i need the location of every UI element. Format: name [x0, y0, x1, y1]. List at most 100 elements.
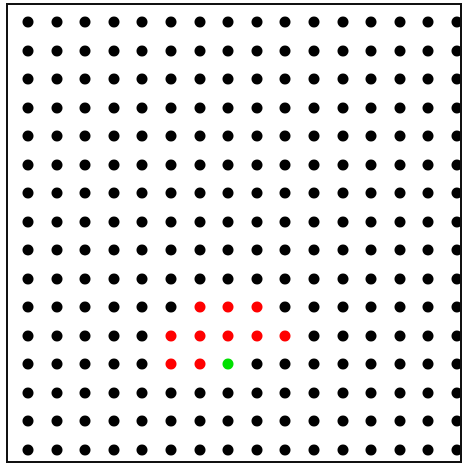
grid-dot-r3-c3[interactable] — [108, 102, 120, 113]
grid-dot-r2-c8[interactable] — [251, 73, 263, 85]
grid-dot-r11-c15[interactable] — [451, 330, 460, 341]
grid-dot-r7-c3[interactable] — [108, 216, 120, 227]
grid-dot-r13-c7[interactable] — [222, 387, 234, 398]
grid-dot-r9-c5[interactable] — [165, 273, 177, 284]
grid-dot-r10-c4[interactable] — [136, 301, 148, 313]
grid-dot-r9-c1[interactable] — [51, 273, 63, 284]
grid-dot-r14-c0[interactable] — [22, 415, 34, 427]
grid-dot-r12-c10[interactable] — [308, 358, 320, 370]
grid-dot-r8-c1[interactable] — [51, 244, 63, 256]
grid-dot-r0-c6[interactable] — [194, 16, 206, 28]
grid-dot-r0-c5[interactable] — [165, 16, 177, 28]
grid-dot-r6-c13[interactable] — [394, 187, 406, 199]
grid-dot-r6-c14[interactable] — [422, 187, 434, 199]
grid-dot-r13-c0[interactable] — [22, 387, 34, 398]
grid-dot-r8-c12[interactable] — [365, 244, 377, 256]
grid-dot-r13-c15[interactable] — [451, 387, 460, 398]
grid-dot-r15-c5[interactable] — [165, 444, 177, 455]
grid-dot-r5-c4[interactable] — [136, 159, 148, 170]
grid-dot-r14-c8[interactable] — [251, 415, 263, 427]
grid-dot-r8-c6[interactable] — [194, 244, 206, 256]
grid-dot-r7-c10[interactable] — [308, 216, 320, 227]
grid-dot-r12-c0[interactable] — [22, 358, 34, 370]
grid-dot-r8-c0[interactable] — [22, 244, 34, 256]
grid-dot-r12-c5-red[interactable] — [165, 358, 177, 370]
grid-dot-r15-c10[interactable] — [308, 444, 320, 455]
grid-dot-r6-c8[interactable] — [251, 187, 263, 199]
grid-dot-r3-c5[interactable] — [165, 102, 177, 113]
grid-dot-r8-c8[interactable] — [251, 244, 263, 256]
grid-dot-r1-c9[interactable] — [279, 45, 291, 56]
grid-dot-r3-c11[interactable] — [337, 102, 349, 113]
grid-dot-r10-c2[interactable] — [79, 301, 91, 313]
grid-dot-r14-c4[interactable] — [136, 415, 148, 427]
grid-dot-r2-c14[interactable] — [422, 73, 434, 85]
grid-dot-r7-c11[interactable] — [337, 216, 349, 227]
grid-dot-r4-c11[interactable] — [337, 130, 349, 142]
grid-dot-r6-c4[interactable] — [136, 187, 148, 199]
grid-dot-r1-c6[interactable] — [194, 45, 206, 56]
grid-dot-r5-c5[interactable] — [165, 159, 177, 170]
grid-dot-r14-c5[interactable] — [165, 415, 177, 427]
grid-dot-r1-c2[interactable] — [79, 45, 91, 56]
grid-dot-r0-c14[interactable] — [422, 16, 434, 28]
grid-dot-r14-c14[interactable] — [422, 415, 434, 427]
grid-dot-r9-c6[interactable] — [194, 273, 206, 284]
grid-dot-r15-c6[interactable] — [194, 444, 206, 455]
grid-dot-r8-c3[interactable] — [108, 244, 120, 256]
grid-dot-r11-c0[interactable] — [22, 330, 34, 341]
grid-dot-r12-c15[interactable] — [451, 358, 460, 370]
grid-dot-r0-c7[interactable] — [222, 16, 234, 28]
grid-dot-r2-c11[interactable] — [337, 73, 349, 85]
grid-dot-r9-c3[interactable] — [108, 273, 120, 284]
grid-dot-r10-c6-red[interactable] — [194, 301, 206, 313]
grid-dot-r6-c11[interactable] — [337, 187, 349, 199]
grid-dot-r4-c15[interactable] — [451, 130, 460, 142]
grid-dot-r2-c10[interactable] — [308, 73, 320, 85]
grid-dot-r4-c1[interactable] — [51, 130, 63, 142]
grid-dot-r3-c7[interactable] — [222, 102, 234, 113]
grid-dot-r10-c10[interactable] — [308, 301, 320, 313]
grid-dot-r14-c15[interactable] — [451, 415, 460, 427]
grid-dot-r0-c1[interactable] — [51, 16, 63, 28]
grid-dot-r12-c3[interactable] — [108, 358, 120, 370]
grid-dot-r4-c7[interactable] — [222, 130, 234, 142]
grid-dot-r1-c13[interactable] — [394, 45, 406, 56]
grid-dot-r12-c6-red[interactable] — [194, 358, 206, 370]
grid-dot-r3-c8[interactable] — [251, 102, 263, 113]
grid-dot-r1-c11[interactable] — [337, 45, 349, 56]
grid-dot-r15-c4[interactable] — [136, 444, 148, 455]
grid-dot-r13-c14[interactable] — [422, 387, 434, 398]
grid-dot-r12-c7-green[interactable] — [222, 358, 234, 370]
grid-dot-r1-c5[interactable] — [165, 45, 177, 56]
grid-dot-r1-c7[interactable] — [222, 45, 234, 56]
grid-dot-r11-c1[interactable] — [51, 330, 63, 341]
grid-dot-r7-c8[interactable] — [251, 216, 263, 227]
grid-dot-r12-c2[interactable] — [79, 358, 91, 370]
grid-dot-r6-c9[interactable] — [279, 187, 291, 199]
grid-dot-r15-c14[interactable] — [422, 444, 434, 455]
grid-dot-r15-c1[interactable] — [51, 444, 63, 455]
grid-dot-r4-c5[interactable] — [165, 130, 177, 142]
grid-dot-r1-c4[interactable] — [136, 45, 148, 56]
grid-dot-r7-c9[interactable] — [279, 216, 291, 227]
grid-dot-r14-c1[interactable] — [51, 415, 63, 427]
grid-dot-r9-c15[interactable] — [451, 273, 460, 284]
grid-dot-r9-c10[interactable] — [308, 273, 320, 284]
grid-dot-r7-c1[interactable] — [51, 216, 63, 227]
grid-dot-r7-c15[interactable] — [451, 216, 460, 227]
grid-dot-r5-c10[interactable] — [308, 159, 320, 170]
grid-dot-r7-c0[interactable] — [22, 216, 34, 227]
grid-dot-r2-c0[interactable] — [22, 73, 34, 85]
grid-dot-r8-c9[interactable] — [279, 244, 291, 256]
grid-dot-r11-c11[interactable] — [337, 330, 349, 341]
grid-dot-r11-c10[interactable] — [308, 330, 320, 341]
grid-dot-r0-c11[interactable] — [337, 16, 349, 28]
grid-dot-r4-c9[interactable] — [279, 130, 291, 142]
grid-dot-r5-c12[interactable] — [365, 159, 377, 170]
grid-dot-r0-c4[interactable] — [136, 16, 148, 28]
grid-dot-r5-c15[interactable] — [451, 159, 460, 170]
grid-dot-r13-c4[interactable] — [136, 387, 148, 398]
grid-dot-r4-c2[interactable] — [79, 130, 91, 142]
grid-dot-r10-c14[interactable] — [422, 301, 434, 313]
